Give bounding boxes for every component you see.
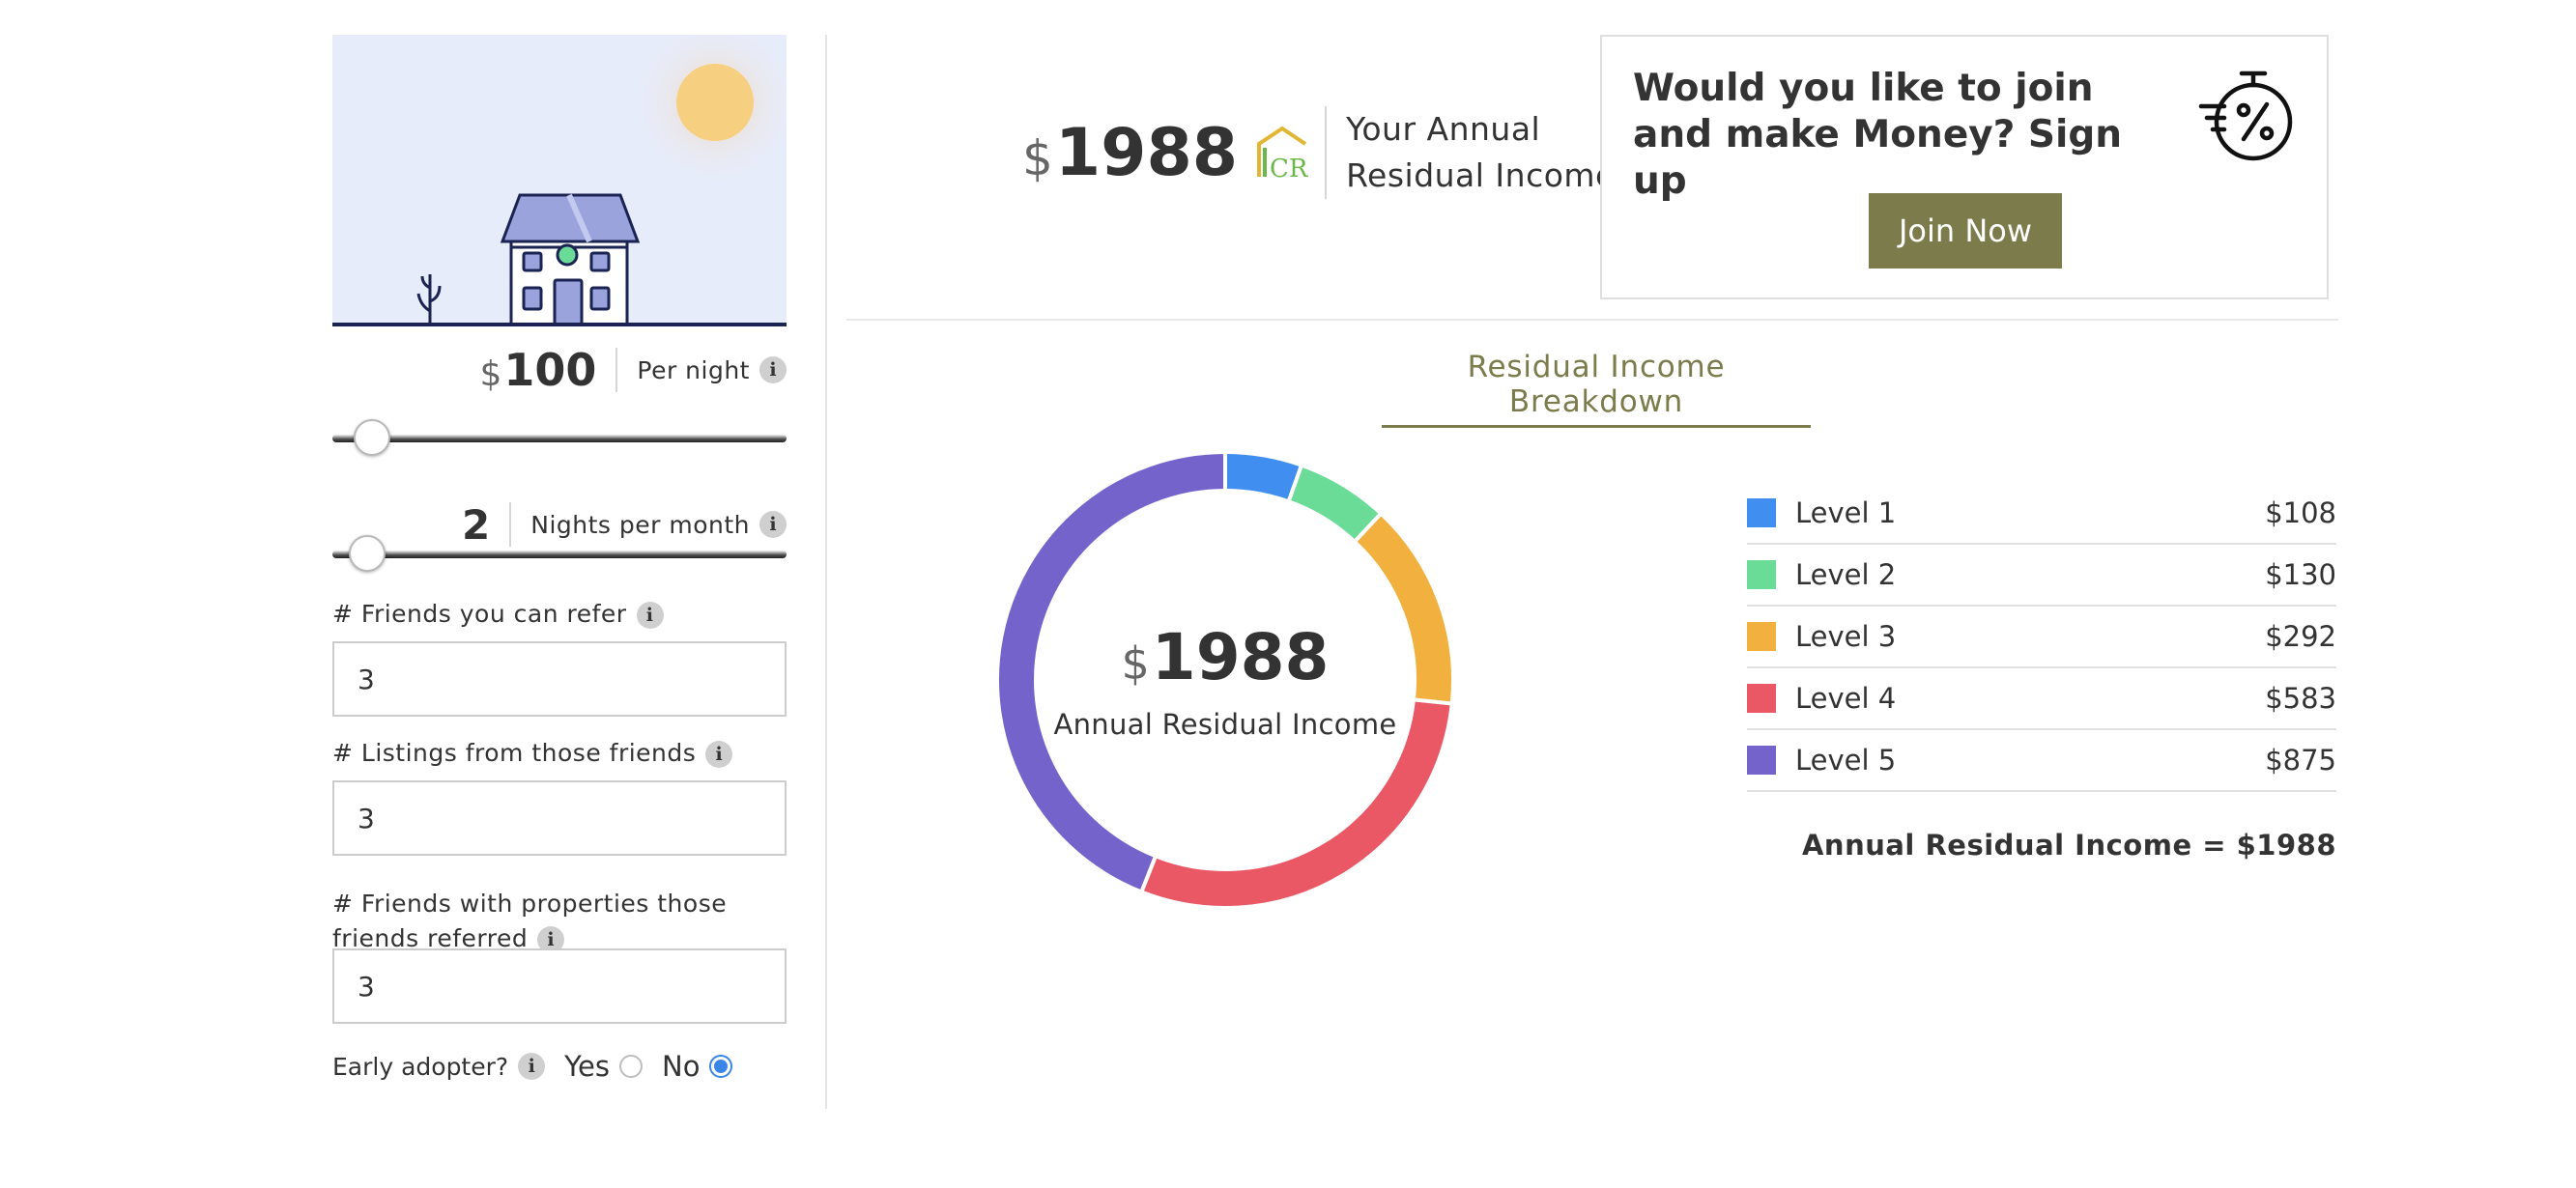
yes-label: Yes — [564, 1050, 610, 1083]
nights-value: 2 — [462, 500, 491, 549]
no-label: No — [662, 1050, 701, 1083]
nights-label: Nights per month — [530, 510, 750, 539]
annual-income-summary: $1988 CR Your Annual Residual Income — [1022, 104, 1616, 201]
slider-thumb[interactable] — [349, 535, 386, 572]
legend-value: $875 — [2265, 744, 2336, 777]
slider-thumb[interactable] — [353, 419, 390, 456]
svg-text:CR: CR — [1270, 155, 1309, 183]
stopwatch-percent-icon — [2198, 71, 2293, 161]
legend-label: Level 1 — [1795, 496, 1897, 529]
info-icon[interactable]: i — [518, 1053, 546, 1080]
legend-label: Level 4 — [1795, 682, 1897, 715]
early-adopter-label: Early adopter? — [332, 1052, 509, 1081]
legend-swatch — [1747, 560, 1776, 589]
price-per-night-row: $100 Per night i — [479, 344, 787, 396]
legend-label: Level 2 — [1795, 558, 1897, 591]
yes-radio[interactable] — [619, 1055, 643, 1078]
annual-income-value: $1988 — [1022, 114, 1239, 191]
plant-icon — [416, 274, 442, 325]
house-icon — [500, 193, 641, 326]
per-night-label: Per night — [637, 355, 750, 384]
annual-income-total: Annual Residual Income = $1988 — [1801, 829, 2336, 862]
friends-refer-label: # Friends you can refer i — [332, 597, 664, 632]
legend-swatch — [1747, 498, 1776, 527]
legend-item-level-1[interactable]: Level 1 $108 — [1747, 483, 2336, 545]
friends-referred-input[interactable] — [332, 948, 787, 1024]
legend-swatch — [1747, 622, 1776, 651]
separator — [1325, 106, 1328, 199]
legend-value: $130 — [2265, 558, 2336, 591]
legend-swatch — [1747, 746, 1776, 775]
legend-value: $108 — [2265, 496, 2336, 529]
listings-label: # Listings from those friends i — [332, 736, 733, 771]
info-icon[interactable]: i — [759, 356, 787, 383]
annual-income-label: Your Annual Residual Income — [1346, 110, 1616, 194]
nights-row: 2 Nights per month i — [462, 500, 787, 549]
legend-label: Level 3 — [1795, 620, 1897, 653]
legend-value: $292 — [2265, 620, 2336, 653]
signup-promo: Would you like to join and make Money? S… — [1600, 35, 2329, 299]
join-now-button[interactable]: Join Now — [1869, 193, 2062, 269]
legend-value: $583 — [2265, 682, 2336, 715]
calculator-panel: $100 Per night i 2 Nights per month i # … — [332, 35, 787, 1083]
house-illustration — [332, 35, 787, 326]
breakdown-title[interactable]: Residual Income Breakdown — [1382, 350, 1811, 428]
separator — [615, 348, 618, 392]
legend-swatch — [1747, 684, 1776, 713]
promo-title: Would you like to join and make Money? S… — [1633, 67, 2123, 203]
price-slider[interactable] — [332, 419, 787, 456]
price-value: $100 — [479, 344, 597, 396]
listings-input[interactable] — [332, 780, 787, 856]
info-icon[interactable]: i — [705, 741, 733, 768]
legend-item-level-5[interactable]: Level 5 $875 — [1747, 730, 2336, 792]
early-adopter-row: Early adopter? i Yes No — [332, 1047, 752, 1086]
vertical-divider — [825, 35, 827, 1109]
info-icon[interactable]: i — [759, 511, 787, 538]
donut-svg — [995, 449, 1455, 910]
no-radio[interactable] — [709, 1055, 733, 1078]
legend-item-level-3[interactable]: Level 3 $292 — [1747, 607, 2336, 668]
separator — [509, 502, 512, 547]
donut-total-value: $1988 — [1121, 619, 1330, 694]
info-icon[interactable]: i — [636, 602, 664, 629]
chart-legend: Level 1 $108 Level 2 $130 Level 3 $292 Level 4… — [1747, 483, 2336, 792]
donut-center-label: Annual Residual Income — [1053, 707, 1397, 741]
income-donut-chart: $1988 Annual Residual Income — [984, 438, 1467, 921]
nights-slider[interactable] — [332, 535, 787, 572]
donut-center: $1988 Annual Residual Income — [984, 438, 1467, 921]
horizontal-divider — [846, 319, 2338, 321]
sun-icon — [676, 64, 754, 141]
legend-item-level-2[interactable]: Level 2 $130 — [1747, 545, 2336, 607]
legend-item-level-4[interactable]: Level 4 $583 — [1747, 668, 2336, 730]
legend-label: Level 5 — [1795, 744, 1897, 777]
slider-track — [332, 435, 787, 442]
slider-track — [332, 551, 787, 558]
cr-logo-icon: CR — [1257, 126, 1309, 183]
friends-referred-label: # Friends with properties those friends … — [332, 890, 728, 953]
friends-refer-input[interactable] — [332, 641, 787, 717]
donut-slice-level-5[interactable] — [995, 449, 1227, 895]
